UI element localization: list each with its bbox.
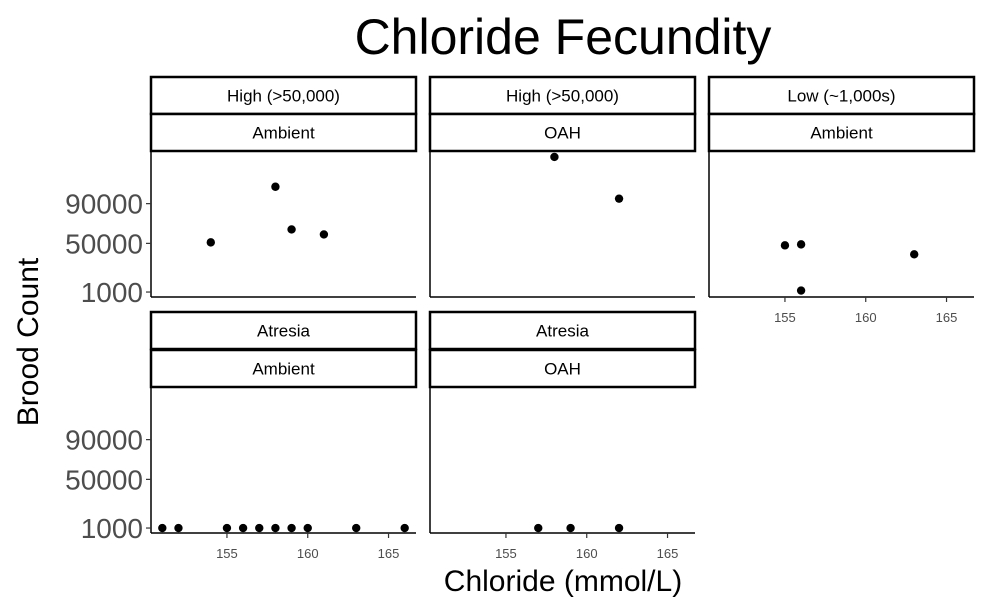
x-axis-title: Chloride (mmol/L) — [444, 565, 682, 598]
facet-strip — [428, 310, 697, 351]
facet-strip — [149, 112, 418, 153]
data-point — [206, 238, 215, 247]
y-tick-label: 1000 — [81, 277, 143, 308]
data-point — [566, 523, 575, 533]
facet-strip — [428, 75, 697, 116]
facet-strip — [707, 112, 976, 153]
data-point — [158, 523, 167, 533]
facet-panel: Atresia Ambient 1000 50000 90000 155 160 165 — [65, 310, 418, 561]
facet-strip — [149, 75, 418, 116]
facet-strip — [149, 348, 418, 389]
x-tick-label: 160 — [855, 310, 877, 325]
data-point — [796, 286, 806, 295]
x-tick-label: 160 — [576, 546, 598, 561]
facet-strip-label: Atresia — [536, 322, 589, 341]
data-point — [238, 523, 248, 533]
y-tick-label: 1000 — [81, 513, 143, 544]
y-tick-label: 90000 — [65, 189, 143, 220]
data-point — [614, 523, 624, 533]
x-tick-label: 165 — [378, 546, 400, 561]
facet-panel: Low (~1,000s) Ambient 155 160 165 — [707, 75, 976, 325]
x-tick-label: 165 — [936, 310, 958, 325]
facet-strip-label: Atresia — [257, 322, 310, 341]
x-tick-label: 165 — [657, 546, 679, 561]
facet-panel: High (>50,000) Ambient 1000 50000 90000 — [65, 75, 418, 308]
data-point — [780, 241, 790, 250]
x-tick-label: 155 — [495, 546, 517, 561]
data-point — [796, 240, 806, 249]
data-point — [319, 230, 329, 239]
facet-strip-label: Ambient — [252, 124, 315, 143]
data-point — [287, 523, 296, 533]
facet-panel: High (>50,000) OAH — [428, 75, 697, 298]
facet-strip-label: OAH — [544, 124, 581, 143]
data-point — [534, 523, 543, 533]
facet-strip-label: High (>50,000) — [506, 87, 619, 106]
x-tick-label: 160 — [297, 546, 319, 561]
data-point — [910, 250, 919, 259]
facet-strip-label: OAH — [544, 360, 581, 379]
chart-title: Chloride Fecundity — [355, 9, 772, 65]
x-tick-label: 155 — [774, 310, 796, 325]
data-point — [614, 194, 624, 203]
data-point — [222, 523, 232, 533]
y-axis-title: Brood Count — [12, 257, 45, 426]
facet-strip-label: High (>50,000) — [227, 87, 340, 106]
data-point — [271, 523, 280, 533]
data-point — [352, 523, 361, 533]
facet-strip — [428, 112, 697, 153]
data-point — [271, 182, 280, 191]
data-point — [303, 523, 312, 533]
x-tick-label: 155 — [216, 546, 238, 561]
data-point — [255, 523, 264, 533]
data-point — [174, 523, 183, 533]
y-tick-label: 90000 — [65, 425, 143, 456]
facet-panel: Atresia OAH 155 160 165 — [428, 310, 697, 561]
data-point — [550, 152, 559, 162]
facet-strip-label: Ambient — [252, 360, 315, 379]
facet-panels: High (>50,000)Ambient10005000090000High … — [65, 75, 976, 561]
facet-strip-label: Ambient — [810, 124, 873, 143]
facet-strip-label: Low (~1,000s) — [787, 87, 895, 106]
facet-strip — [149, 310, 418, 351]
data-point — [400, 523, 409, 533]
facet-strip — [707, 75, 976, 116]
facet-strip — [428, 348, 697, 389]
y-tick-label: 50000 — [65, 228, 143, 259]
data-point — [287, 225, 296, 234]
y-tick-label: 50000 — [65, 464, 143, 495]
